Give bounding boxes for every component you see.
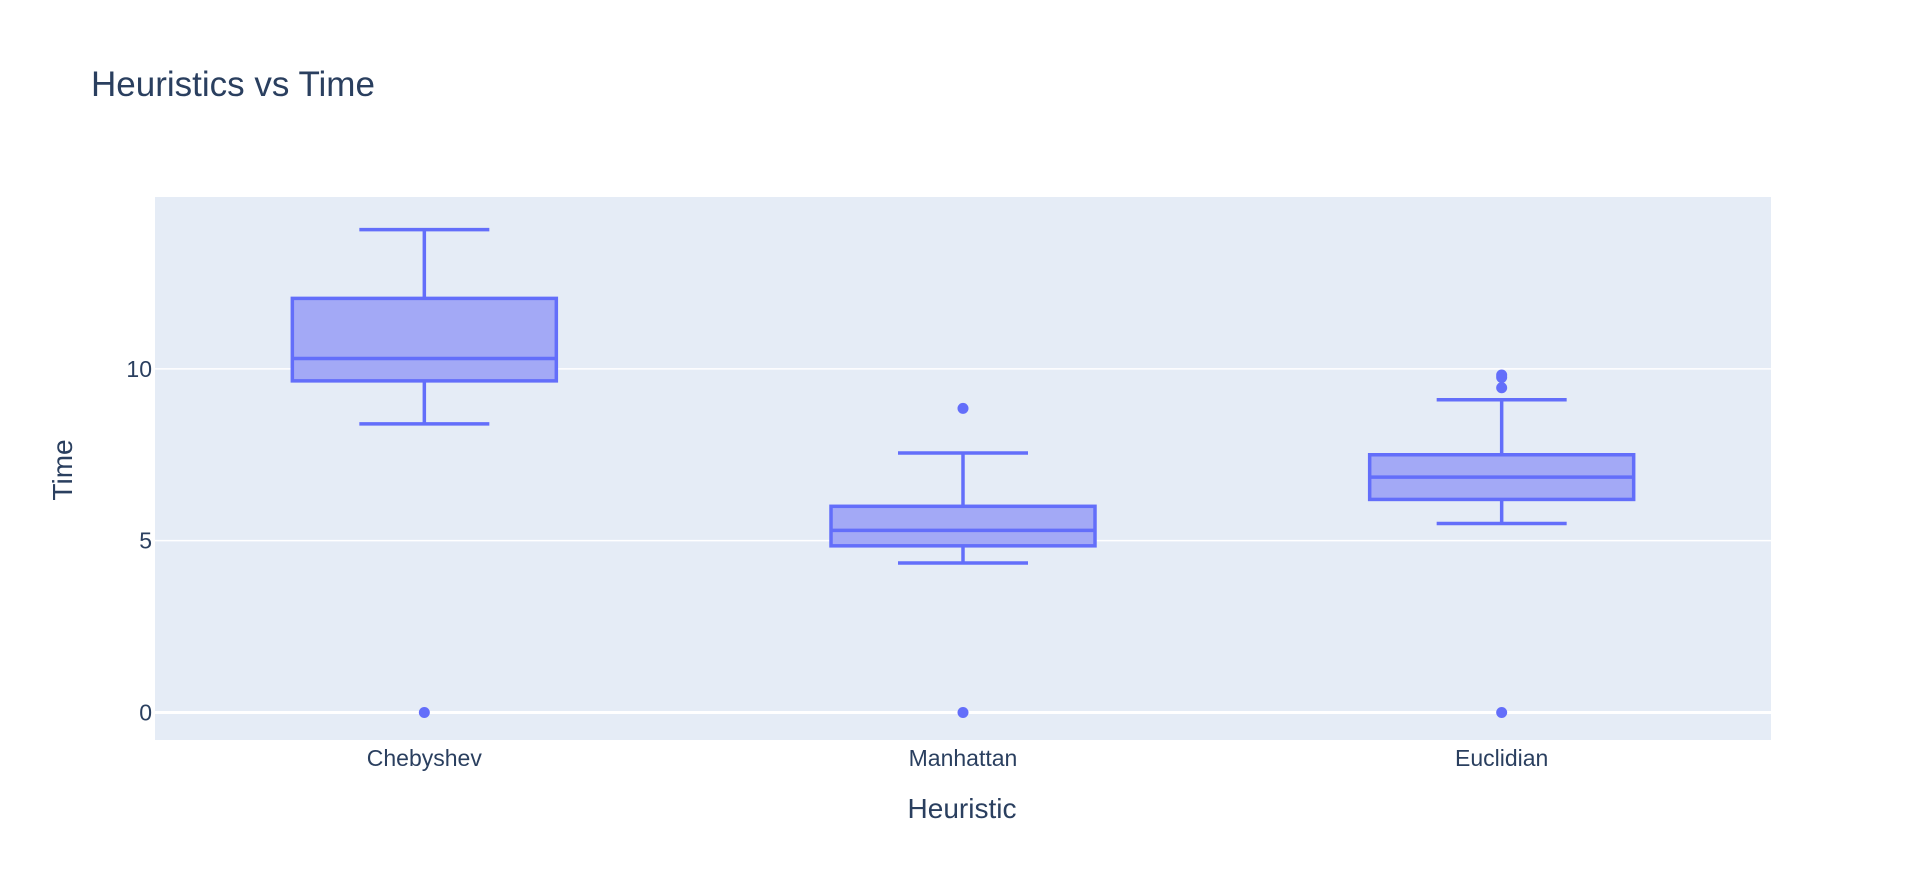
boxes [290, 227, 1636, 719]
box-euclidian [1367, 369, 1636, 719]
y-tick-label: 5 [139, 528, 152, 554]
outlier-point [957, 707, 969, 719]
iqr-box [290, 296, 559, 383]
box-chebyshev [290, 227, 559, 719]
box-manhattan [829, 402, 1097, 719]
y-tick-label: 10 [126, 356, 152, 382]
iqr-box [829, 504, 1097, 548]
y-axis-ticks: 0 5 10 [126, 356, 152, 726]
outlier-point [1496, 707, 1508, 719]
outlier-point [1496, 382, 1508, 394]
x-tick-label: Manhattan [909, 745, 1018, 771]
x-tick-label: Chebyshev [367, 745, 483, 771]
x-tick-label: Euclidian [1455, 745, 1548, 771]
outlier-point [418, 707, 430, 719]
x-axis-ticks: Chebyshev Manhattan Euclidian [367, 745, 1549, 771]
chart-title: Heuristics vs Time [91, 65, 375, 104]
y-axis-title: Time [47, 439, 78, 500]
outlier-point [1496, 369, 1508, 381]
outlier-point [957, 402, 969, 414]
x-axis-title: Heuristic [908, 793, 1017, 824]
y-tick-label: 0 [139, 700, 152, 726]
